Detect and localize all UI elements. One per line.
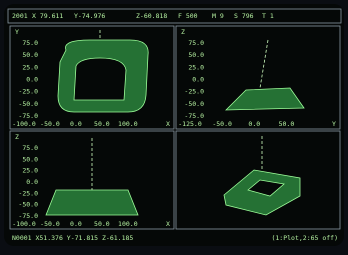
y-tick-label: 50.0 <box>22 155 38 163</box>
status-field: Y-74.976 <box>74 12 105 20</box>
status-field: 2001 <box>12 12 28 20</box>
x-tick-label: 0.0 <box>70 120 82 128</box>
x-tick-label: -50.0 <box>40 220 60 228</box>
x-axis-label: X <box>166 220 170 228</box>
y-tick-label: -25.0 <box>18 189 38 197</box>
status-field: Z-60.818 <box>136 12 167 20</box>
axis-label: Z <box>15 133 19 141</box>
y-tick-label: -75.0 <box>18 212 38 220</box>
y-tick-label: 25.0 <box>22 63 38 71</box>
y-tick-label: 75.0 <box>22 144 38 152</box>
axis-label: Y <box>15 28 19 36</box>
status-field: F 500 <box>178 12 198 20</box>
page: {"status_bar": {"fields": ["2001", "X 79… <box>0 0 348 250</box>
screen: 2001 X 79.611 Y-74.976 Z-60.818 F 500 M 9 S 79… <box>0 0 348 250</box>
x-tick-label: 50.0 <box>94 120 110 128</box>
y-tick-label: 0.0 <box>192 76 204 84</box>
y-tick-label: 75.0 <box>188 39 204 47</box>
y-tick-label: 0.0 <box>26 76 38 84</box>
status-field: S 796 <box>234 12 254 20</box>
y-tick-label: 50.0 <box>188 51 204 59</box>
status-field: M 9 <box>212 12 224 20</box>
x-tick-label: 100.0 <box>118 220 138 228</box>
x-tick-label: 50.0 <box>94 220 110 228</box>
x-axis-label: X <box>166 120 170 128</box>
x-tick-label: 0.0 <box>70 220 82 228</box>
status-field: X 79.611 <box>32 12 63 20</box>
y-tick-label: -50.0 <box>18 201 38 209</box>
x-tick-label: -50.0 <box>40 120 60 128</box>
y-tick-label: -75.0 <box>18 112 38 120</box>
footer-hint: (1:Plot,2:65 off) <box>271 234 338 242</box>
x-tick-label: -100.0 <box>12 220 36 228</box>
y-tick-label: -50.0 <box>184 100 204 108</box>
y-tick-label: 25.0 <box>188 63 204 71</box>
x-axis-label: Y <box>332 120 336 128</box>
x-tick-label: 0.0 <box>248 120 260 128</box>
x-tick-label: 50.0 <box>279 120 295 128</box>
y-tick-label: 75.0 <box>22 39 38 47</box>
y-tick-label: 25.0 <box>22 167 38 175</box>
x-tick-label: -125.0 <box>178 120 202 128</box>
y-tick-label: -25.0 <box>184 88 204 96</box>
footer-position: N0001 X51.376 Y-71.815 Z-61.185 <box>12 234 133 242</box>
axis-label: Z <box>181 28 185 36</box>
y-tick-label: -25.0 <box>18 88 38 96</box>
part-front-view <box>46 190 138 215</box>
y-tick-label: 50.0 <box>22 51 38 59</box>
status-field: T 1 <box>262 12 274 20</box>
x-tick-label: -50.0 <box>212 120 232 128</box>
y-tick-label: -75.0 <box>184 112 204 120</box>
x-tick-label: 100.0 <box>118 120 138 128</box>
y-tick-label: -50.0 <box>18 100 38 108</box>
x-tick-label: -100.0 <box>12 120 36 128</box>
y-tick-label: 0.0 <box>26 178 38 186</box>
